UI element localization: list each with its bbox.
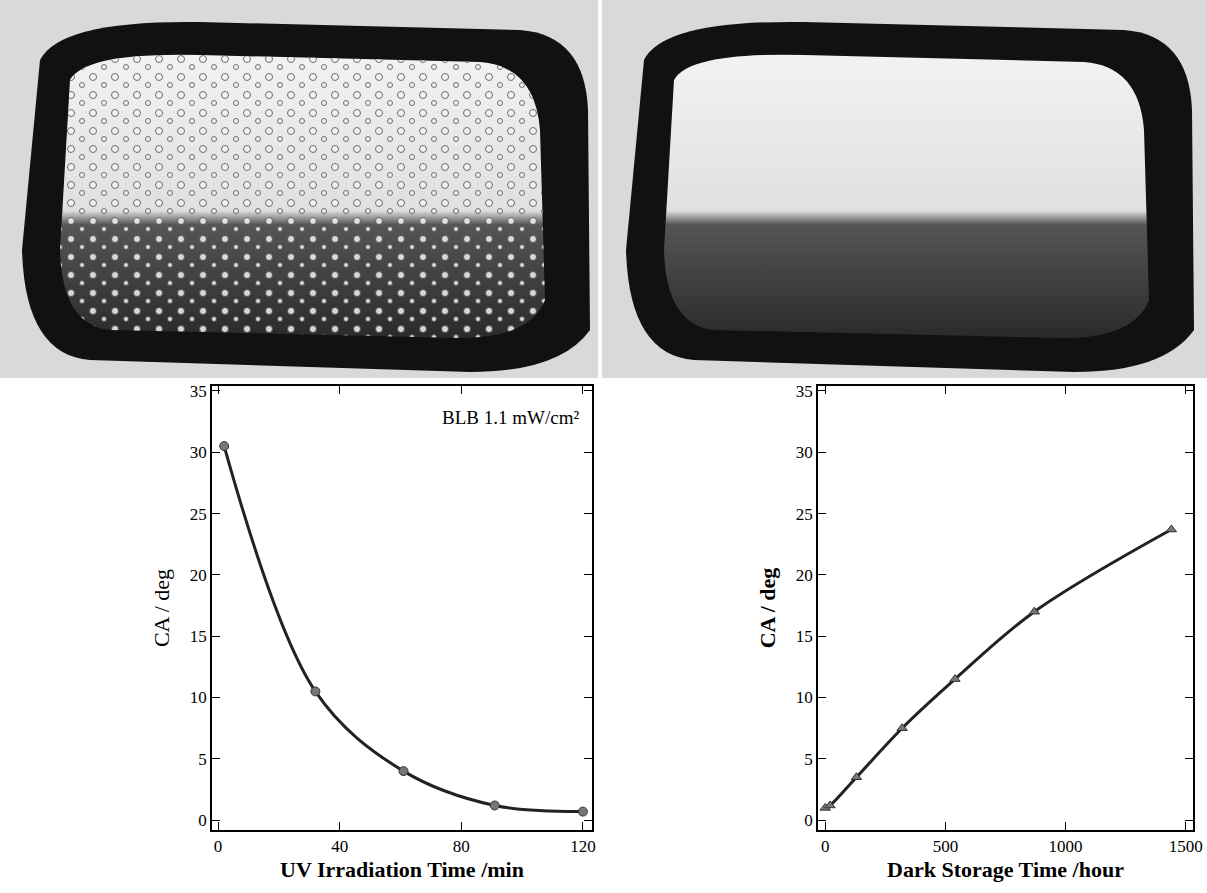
svg-text:10: 10 [796, 688, 813, 707]
svg-text:UV Irradiation Time /min: UV Irradiation Time /min [280, 857, 524, 882]
svg-text:80: 80 [453, 837, 470, 856]
svg-text:120: 120 [570, 837, 596, 856]
svg-text:25: 25 [190, 505, 207, 524]
svg-text:1500: 1500 [1169, 837, 1203, 856]
svg-text:15: 15 [190, 627, 207, 646]
svg-text:35: 35 [190, 382, 207, 401]
svg-text:5: 5 [804, 750, 813, 769]
svg-text:0: 0 [214, 837, 223, 856]
svg-text:15: 15 [796, 627, 813, 646]
svg-text:5: 5 [198, 750, 207, 769]
svg-text:CA / deg: CA / deg [149, 569, 174, 647]
svg-text:500: 500 [933, 837, 959, 856]
svg-text:20: 20 [796, 566, 813, 585]
svg-text:30: 30 [190, 443, 207, 462]
svg-text:CA / deg: CA / deg [755, 568, 780, 649]
svg-text:10: 10 [190, 688, 207, 707]
svg-text:20: 20 [190, 566, 207, 585]
svg-text:BLB 1.1 mW/cm²: BLB 1.1 mW/cm² [442, 407, 579, 428]
svg-text:0: 0 [804, 811, 813, 830]
svg-text:0: 0 [821, 837, 830, 856]
svg-text:Dark Storage Time /hour: Dark Storage Time /hour [887, 857, 1124, 882]
svg-text:30: 30 [796, 443, 813, 462]
svg-text:40: 40 [331, 837, 348, 856]
svg-text:0: 0 [198, 811, 207, 830]
svg-text:1000: 1000 [1049, 837, 1083, 856]
svg-text:25: 25 [796, 505, 813, 524]
svg-text:35: 35 [796, 382, 813, 401]
